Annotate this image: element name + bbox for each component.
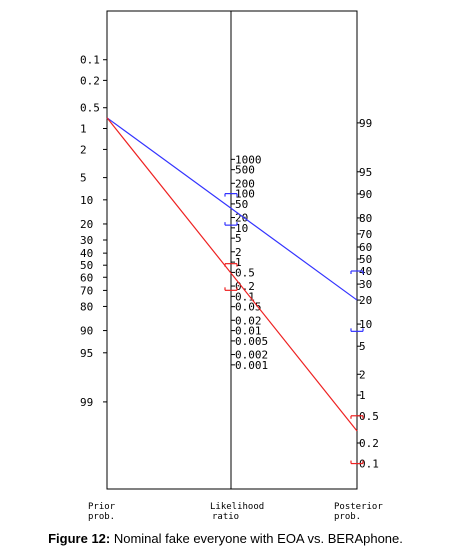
likelihood-tick-label: 20 — [235, 212, 248, 225]
likelihood-tick-label: 50 — [235, 198, 248, 211]
likelihood-tick-label: 0.005 — [235, 335, 268, 348]
posterior-tick-label: 5 — [359, 340, 366, 353]
series-line-2 — [106, 117, 358, 432]
likelihood-tick-label: 100 — [235, 188, 255, 201]
posterior-axis-label-line-2: prob. — [334, 512, 361, 522]
fagan-nomogram: 0.10.20.51251020304050607080909599100050… — [80, 10, 383, 522]
posterior-tick-label: 30 — [359, 278, 372, 291]
figure-caption-text: Nominal fake everyone with EOA vs. BERAp… — [110, 531, 403, 546]
likelihood-tick-label: 0.02 — [235, 314, 262, 327]
likelihood-tick-label: 1000 — [235, 153, 262, 166]
posterior-tick-label: 0.1 — [359, 458, 379, 471]
likelihood-tick-label: 2 — [235, 246, 242, 259]
posterior-tick-label: 90 — [359, 188, 372, 201]
prior-tick-label: 99 — [80, 396, 93, 409]
prior-axis-label-line-1: Prior — [88, 502, 116, 512]
posterior-tick-label: 95 — [359, 166, 372, 179]
prior-tick-label: 50 — [80, 259, 93, 272]
posterior-tick-label: 10 — [359, 318, 372, 331]
posterior-tick-label: 99 — [359, 117, 372, 130]
prior-tick-label: 60 — [80, 271, 93, 284]
prior-tick-label: 70 — [80, 284, 93, 297]
likelihood-tick-label: 0.1 — [235, 290, 255, 303]
posterior-tick-label: 1 — [359, 389, 366, 402]
posterior-tick-label: 20 — [359, 294, 372, 307]
likelihood-axis-label-line-2: ratio — [212, 512, 239, 522]
posterior-tick-label: 0.5 — [359, 410, 379, 423]
prior-tick-label: 5 — [80, 172, 87, 185]
prior-tick-label: 10 — [80, 194, 93, 207]
likelihood-axis-label-line-1: Likelihood — [210, 502, 264, 512]
prior-tick-label: 0.2 — [80, 74, 100, 87]
likelihood-ci-bracket-1 — [224, 193, 238, 226]
series-layer — [106, 117, 364, 465]
prior-tick-label: 0.5 — [80, 102, 100, 115]
series-line-1 — [106, 117, 358, 301]
likelihood-tick-label: 200 — [235, 177, 255, 190]
posterior-ci-bracket-2 — [350, 415, 364, 465]
posterior-axis-label-line-1: Posterior — [334, 502, 383, 512]
likelihood-tick-label: 0.5 — [235, 266, 255, 279]
posterior-tick-label: 0.2 — [359, 437, 379, 450]
figure-caption-label: Figure 12: — [48, 531, 111, 546]
figure-caption: Figure 12: Nominal fake everyone with EO… — [0, 531, 451, 546]
prior-tick-label: 40 — [80, 247, 93, 260]
prior-tick-label: 95 — [80, 347, 93, 360]
likelihood-tick-label: 500 — [235, 164, 255, 177]
likelihood-tick-label: 5 — [235, 232, 242, 245]
prior-tick-label: 2 — [80, 143, 87, 156]
likelihood-tick-label: 0.001 — [235, 359, 268, 372]
prior-tick-label: 0.1 — [80, 54, 100, 67]
likelihood-tick-label: 0.002 — [235, 349, 268, 362]
posterior-tick-label: 50 — [359, 253, 372, 266]
posterior-tick-label: 80 — [359, 212, 372, 225]
likelihood-tick-label: 1 — [235, 256, 242, 269]
posterior-tick-label: 2 — [359, 368, 366, 381]
prior-tick-label: 20 — [80, 218, 93, 231]
likelihood-ci-bracket-2 — [224, 263, 238, 291]
likelihood-tick-label: 0.2 — [235, 280, 255, 293]
likelihood-tick-label: 10 — [235, 222, 248, 235]
posterior-tick-label: 40 — [359, 265, 372, 278]
prior-tick-label: 90 — [80, 325, 93, 338]
prior-tick-label: 30 — [80, 234, 93, 247]
posterior-tick-label: 60 — [359, 241, 372, 254]
prior-axis-label-line-2: prob. — [88, 512, 115, 522]
likelihood-tick-label: 0.01 — [235, 325, 262, 338]
plot-frame — [106, 10, 358, 490]
prior-tick-label: 80 — [80, 300, 93, 313]
prior-tick-label: 1 — [80, 122, 87, 135]
posterior-ci-bracket-1 — [350, 270, 364, 332]
posterior-tick-label: 70 — [359, 228, 372, 241]
tick-layer: 0.10.20.51251020304050607080909599100050… — [80, 54, 379, 471]
